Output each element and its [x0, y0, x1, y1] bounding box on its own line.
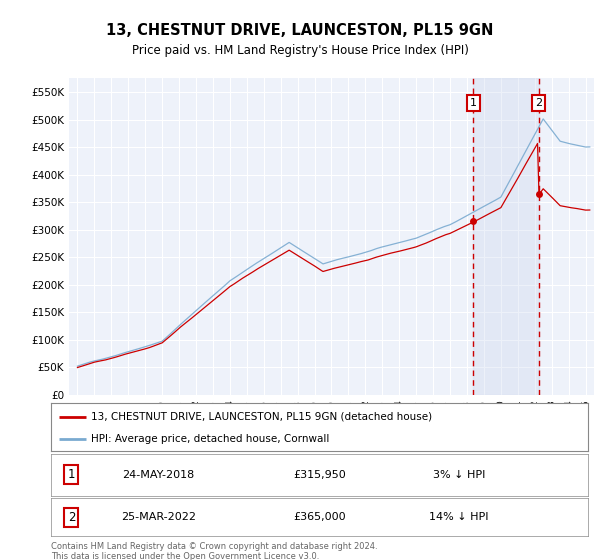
Text: 3% ↓ HPI: 3% ↓ HPI — [433, 470, 485, 479]
Text: HPI: Average price, detached house, Cornwall: HPI: Average price, detached house, Corn… — [91, 434, 329, 444]
Text: 2: 2 — [68, 511, 75, 524]
Text: Contains HM Land Registry data © Crown copyright and database right 2024.
This d: Contains HM Land Registry data © Crown c… — [51, 542, 377, 560]
Text: £365,000: £365,000 — [293, 512, 346, 522]
Text: 1: 1 — [470, 98, 477, 108]
Text: 14% ↓ HPI: 14% ↓ HPI — [430, 512, 489, 522]
Text: Price paid vs. HM Land Registry's House Price Index (HPI): Price paid vs. HM Land Registry's House … — [131, 44, 469, 57]
Text: 2: 2 — [535, 98, 542, 108]
Text: 13, CHESTNUT DRIVE, LAUNCESTON, PL15 9GN (detached house): 13, CHESTNUT DRIVE, LAUNCESTON, PL15 9GN… — [91, 412, 433, 422]
Text: 13, CHESTNUT DRIVE, LAUNCESTON, PL15 9GN: 13, CHESTNUT DRIVE, LAUNCESTON, PL15 9GN — [106, 24, 494, 38]
Text: £315,950: £315,950 — [293, 470, 346, 479]
Text: 25-MAR-2022: 25-MAR-2022 — [121, 512, 196, 522]
Text: 24-MAY-2018: 24-MAY-2018 — [122, 470, 194, 479]
Bar — [473, 78, 539, 395]
Text: 1: 1 — [68, 468, 75, 481]
